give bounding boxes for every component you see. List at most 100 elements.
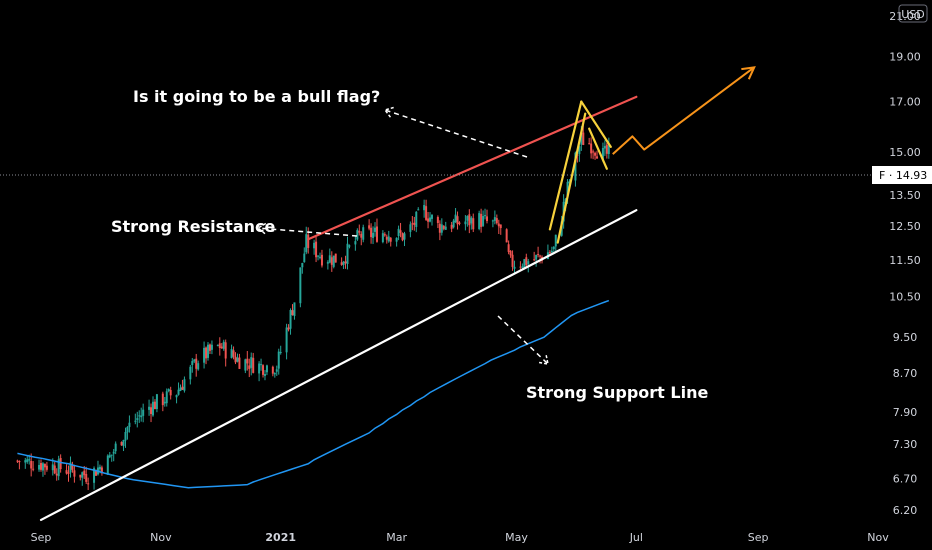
candle-body — [136, 418, 139, 420]
candle-body — [153, 401, 156, 410]
currency-label: USD — [901, 8, 925, 21]
candle-body — [326, 262, 329, 264]
candle-body — [301, 262, 304, 268]
candle-body — [303, 253, 306, 263]
y-tick-label: 13.50 — [889, 189, 921, 202]
currency-badge[interactable]: USD — [898, 4, 928, 23]
y-tick-label: 10.50 — [889, 291, 921, 304]
candle-body — [263, 374, 266, 376]
candle-body — [265, 365, 268, 373]
candle-body — [234, 356, 237, 363]
candle-body — [427, 218, 430, 222]
candle-body — [603, 146, 606, 149]
candle-body — [588, 143, 591, 145]
candle-body — [205, 347, 208, 359]
candle-body — [592, 151, 595, 153]
candle-body — [165, 391, 168, 404]
candle-body — [470, 217, 473, 224]
candle-body — [238, 357, 241, 369]
candle-body — [340, 262, 343, 265]
candle-body — [248, 365, 251, 369]
candle-body — [385, 236, 388, 240]
candle-body — [356, 230, 359, 240]
candle-body — [43, 463, 46, 468]
candle-body — [16, 460, 19, 462]
candle-body — [480, 213, 483, 227]
candle-body — [95, 470, 98, 476]
candle-body — [40, 463, 42, 470]
candle-body — [330, 257, 333, 265]
candle-body — [114, 443, 117, 452]
candle-body — [358, 230, 361, 233]
candle-body — [53, 465, 56, 474]
candle-body — [596, 156, 599, 159]
candle-body — [513, 266, 516, 269]
x-tick-label: Jul — [629, 531, 643, 544]
candle-body — [203, 347, 206, 363]
candle-body — [307, 234, 310, 248]
candle-body — [415, 211, 418, 227]
candle-body — [57, 459, 60, 477]
candle-body — [246, 358, 249, 364]
candle-body — [106, 455, 109, 475]
candle-body — [550, 250, 553, 253]
candle-body — [38, 464, 41, 470]
candle-body — [273, 373, 276, 375]
y-tick-label: 12.50 — [889, 220, 921, 233]
candle-body — [260, 364, 263, 366]
candle-body — [120, 442, 123, 446]
candle-body — [582, 132, 585, 145]
projection-arrowhead — [741, 66, 756, 80]
candle-body — [440, 224, 443, 233]
candle-body — [207, 344, 210, 358]
candle-body — [161, 393, 164, 406]
time-axis[interactable]: Sep Nov 2021 Mar May Jul Sep Nov — [31, 531, 890, 544]
candle-body — [452, 220, 455, 228]
candle-body — [275, 369, 278, 372]
candle-body — [395, 237, 398, 242]
candle-body — [601, 147, 604, 161]
candle-body — [167, 389, 170, 391]
candle-body — [271, 366, 274, 374]
candle-body — [230, 348, 233, 359]
price-axis[interactable]: 6.20 6.70 7.30 7.90 8.70 9.50 10.50 11.50 12.50 1… — [889, 10, 921, 517]
candle-body — [566, 182, 569, 198]
candle-body — [181, 386, 184, 390]
arrow-to-strong-support-line — [497, 315, 549, 365]
candle-body — [179, 387, 182, 391]
x-tick-label: Nov — [867, 531, 889, 544]
candle-body — [122, 439, 125, 447]
x-tick-label: Sep — [748, 531, 769, 544]
candle-body — [399, 230, 402, 233]
candle-body — [175, 394, 178, 398]
arrow-to-strong-resistance — [257, 227, 358, 237]
candle-body — [108, 455, 111, 458]
candle-body — [442, 225, 445, 229]
candle-body — [224, 342, 227, 359]
candle-body — [28, 459, 31, 461]
candle-body — [354, 241, 357, 245]
candle-body — [151, 401, 154, 416]
candle-body — [41, 463, 44, 471]
candle-body — [83, 470, 86, 476]
candle-body — [183, 379, 186, 391]
candle-body — [65, 470, 68, 474]
candle-body — [191, 361, 194, 365]
y-tick-label: 7.30 — [893, 438, 918, 451]
trendline-flag-pole-left — [548, 100, 583, 231]
candle-body — [370, 227, 373, 238]
candle-body — [387, 236, 390, 242]
candle-body — [519, 266, 522, 268]
candle-body — [482, 216, 485, 226]
candle-body — [32, 468, 35, 470]
candle-body — [372, 232, 375, 238]
candle-body — [374, 227, 377, 232]
candle-body — [216, 345, 219, 347]
candle-body — [218, 343, 221, 349]
candle-body — [328, 255, 331, 263]
candle-body — [344, 261, 347, 264]
candle-body — [208, 344, 211, 351]
candle-body — [486, 216, 489, 222]
